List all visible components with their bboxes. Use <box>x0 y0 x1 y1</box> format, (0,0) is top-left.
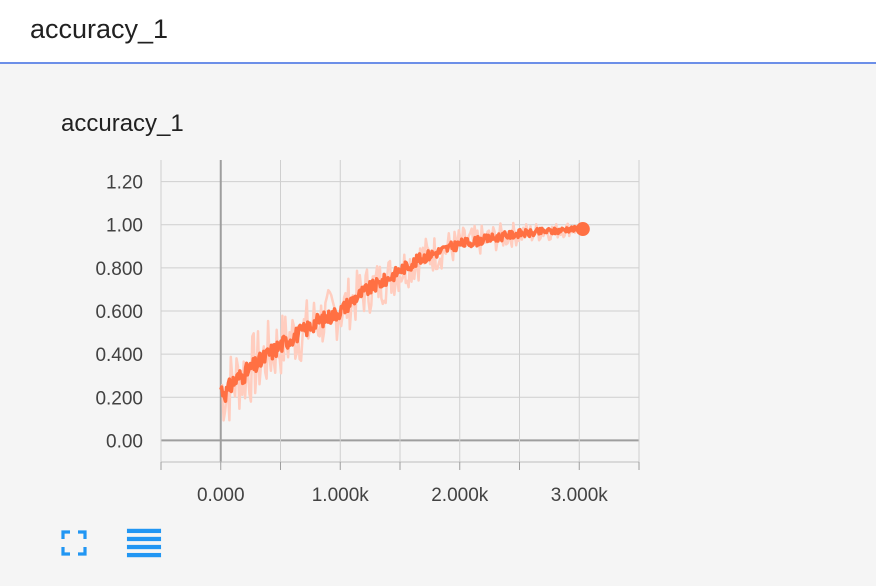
x-tick-label: 0.000 <box>197 485 245 506</box>
y-tick-label: 0.600 <box>95 302 143 323</box>
accuracy-chart: 0.00 0.200 0.400 0.600 0.800 1.00 1.20 0.000 1.0… <box>95 160 640 506</box>
y-tick-label: 1.20 <box>106 173 143 194</box>
chart-card-title: accuracy_1 <box>61 110 184 137</box>
x-tick-label: 2.000k <box>431 485 489 506</box>
x-tick-label: 1.000k <box>312 485 370 506</box>
chart-toolbar <box>56 525 162 561</box>
series-end-marker <box>575 222 590 237</box>
smoothed-series-line <box>219 224 584 403</box>
fullscreen-icon <box>61 530 87 556</box>
y-tick-label: 0.200 <box>95 388 143 409</box>
x-tick-label: 3.000k <box>551 485 609 506</box>
fullscreen-button[interactable] <box>56 525 92 561</box>
raw-series-line <box>219 221 584 422</box>
menu-lines-icon <box>126 528 162 558</box>
menu-button[interactable] <box>126 525 162 561</box>
y-tick-label: 0.800 <box>95 259 143 280</box>
top-bar: accuracy_1 <box>0 0 876 64</box>
y-tick-label: 1.00 <box>106 216 143 237</box>
y-tick-label: 0.00 <box>106 431 143 452</box>
header-title: accuracy_1 <box>30 14 169 44</box>
y-tick-label: 0.400 <box>95 345 143 366</box>
